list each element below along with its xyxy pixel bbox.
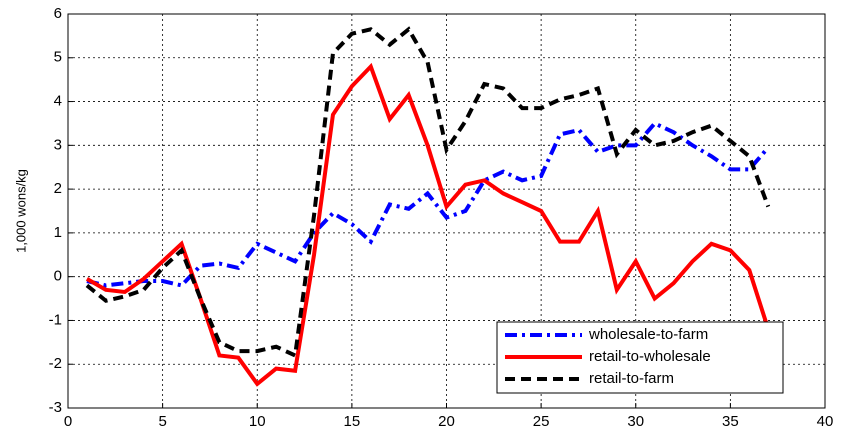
- x-tick-label: 25: [533, 413, 550, 430]
- y-tick-label: -3: [49, 399, 62, 416]
- y-tick-label: 5: [54, 49, 62, 66]
- x-tick-label: 35: [722, 413, 739, 430]
- y-tick-label: -1: [49, 311, 62, 328]
- x-tick-label: 20: [438, 413, 455, 430]
- axes-box: [67, 13, 826, 409]
- x-tick-label: 40: [817, 413, 834, 430]
- y-tick-label: 4: [54, 93, 62, 110]
- y-tick-label: 0: [54, 268, 62, 285]
- y-tick-label: 3: [54, 136, 62, 153]
- y-axis-label: 1,000 wons/kg: [13, 169, 28, 253]
- x-tick-label: 10: [249, 413, 266, 430]
- legend-label: wholesale-to-farm: [588, 326, 708, 343]
- x-tick-label: 15: [344, 413, 361, 430]
- legend-label: retail-to-wholesale: [589, 348, 711, 365]
- y-tick-label: 1: [54, 224, 62, 241]
- y-tick-label: 6: [54, 5, 62, 22]
- y-tick-label: -2: [49, 355, 62, 372]
- x-tick-label: 30: [627, 413, 644, 430]
- x-tick-label: 5: [158, 413, 166, 430]
- series-line: [85, 62, 771, 387]
- x-tick-label: 0: [64, 413, 72, 430]
- series-line: [86, 120, 770, 288]
- legend-label: retail-to-farm: [589, 370, 674, 387]
- y-tick-label: 2: [54, 180, 62, 197]
